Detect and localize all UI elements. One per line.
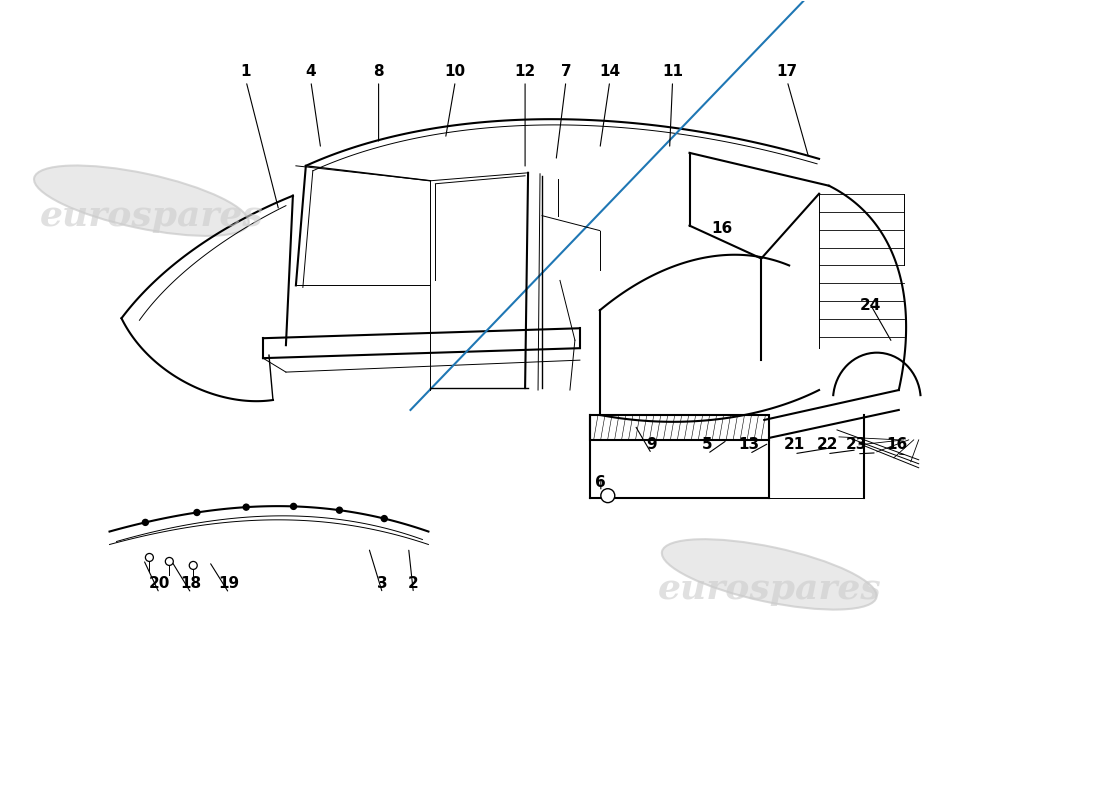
Circle shape — [243, 504, 250, 510]
Text: 16: 16 — [887, 437, 907, 452]
Text: eurospares: eurospares — [658, 572, 881, 606]
Text: 11: 11 — [662, 64, 683, 79]
Text: 3: 3 — [377, 576, 388, 591]
Circle shape — [189, 562, 197, 570]
Text: 18: 18 — [180, 576, 201, 591]
Text: 24: 24 — [860, 298, 881, 313]
Text: 22: 22 — [816, 437, 838, 452]
Text: 5: 5 — [702, 437, 713, 452]
Circle shape — [165, 558, 174, 566]
Text: 4: 4 — [306, 64, 316, 79]
Text: 19: 19 — [219, 576, 240, 591]
Text: 20: 20 — [148, 576, 170, 591]
Text: 8: 8 — [373, 64, 384, 79]
Circle shape — [290, 503, 297, 510]
Text: 9: 9 — [647, 437, 657, 452]
Text: 12: 12 — [515, 64, 536, 79]
Text: 13: 13 — [739, 437, 760, 452]
Text: eurospares: eurospares — [40, 198, 263, 233]
Ellipse shape — [662, 539, 877, 610]
Text: 17: 17 — [777, 64, 797, 79]
Text: 23: 23 — [846, 437, 868, 452]
Text: 6: 6 — [595, 474, 606, 490]
Text: 14: 14 — [600, 64, 620, 79]
Text: 2: 2 — [408, 576, 419, 591]
Circle shape — [194, 510, 200, 515]
Circle shape — [601, 489, 615, 502]
Circle shape — [382, 515, 387, 522]
Text: 21: 21 — [783, 437, 805, 452]
Circle shape — [142, 519, 148, 526]
Circle shape — [145, 554, 153, 562]
Bar — [590, 415, 769, 440]
Text: 16: 16 — [712, 221, 733, 236]
Circle shape — [337, 507, 342, 513]
Text: 7: 7 — [561, 64, 571, 79]
Text: 1: 1 — [241, 64, 251, 79]
Ellipse shape — [34, 166, 249, 236]
Text: 10: 10 — [444, 64, 466, 79]
